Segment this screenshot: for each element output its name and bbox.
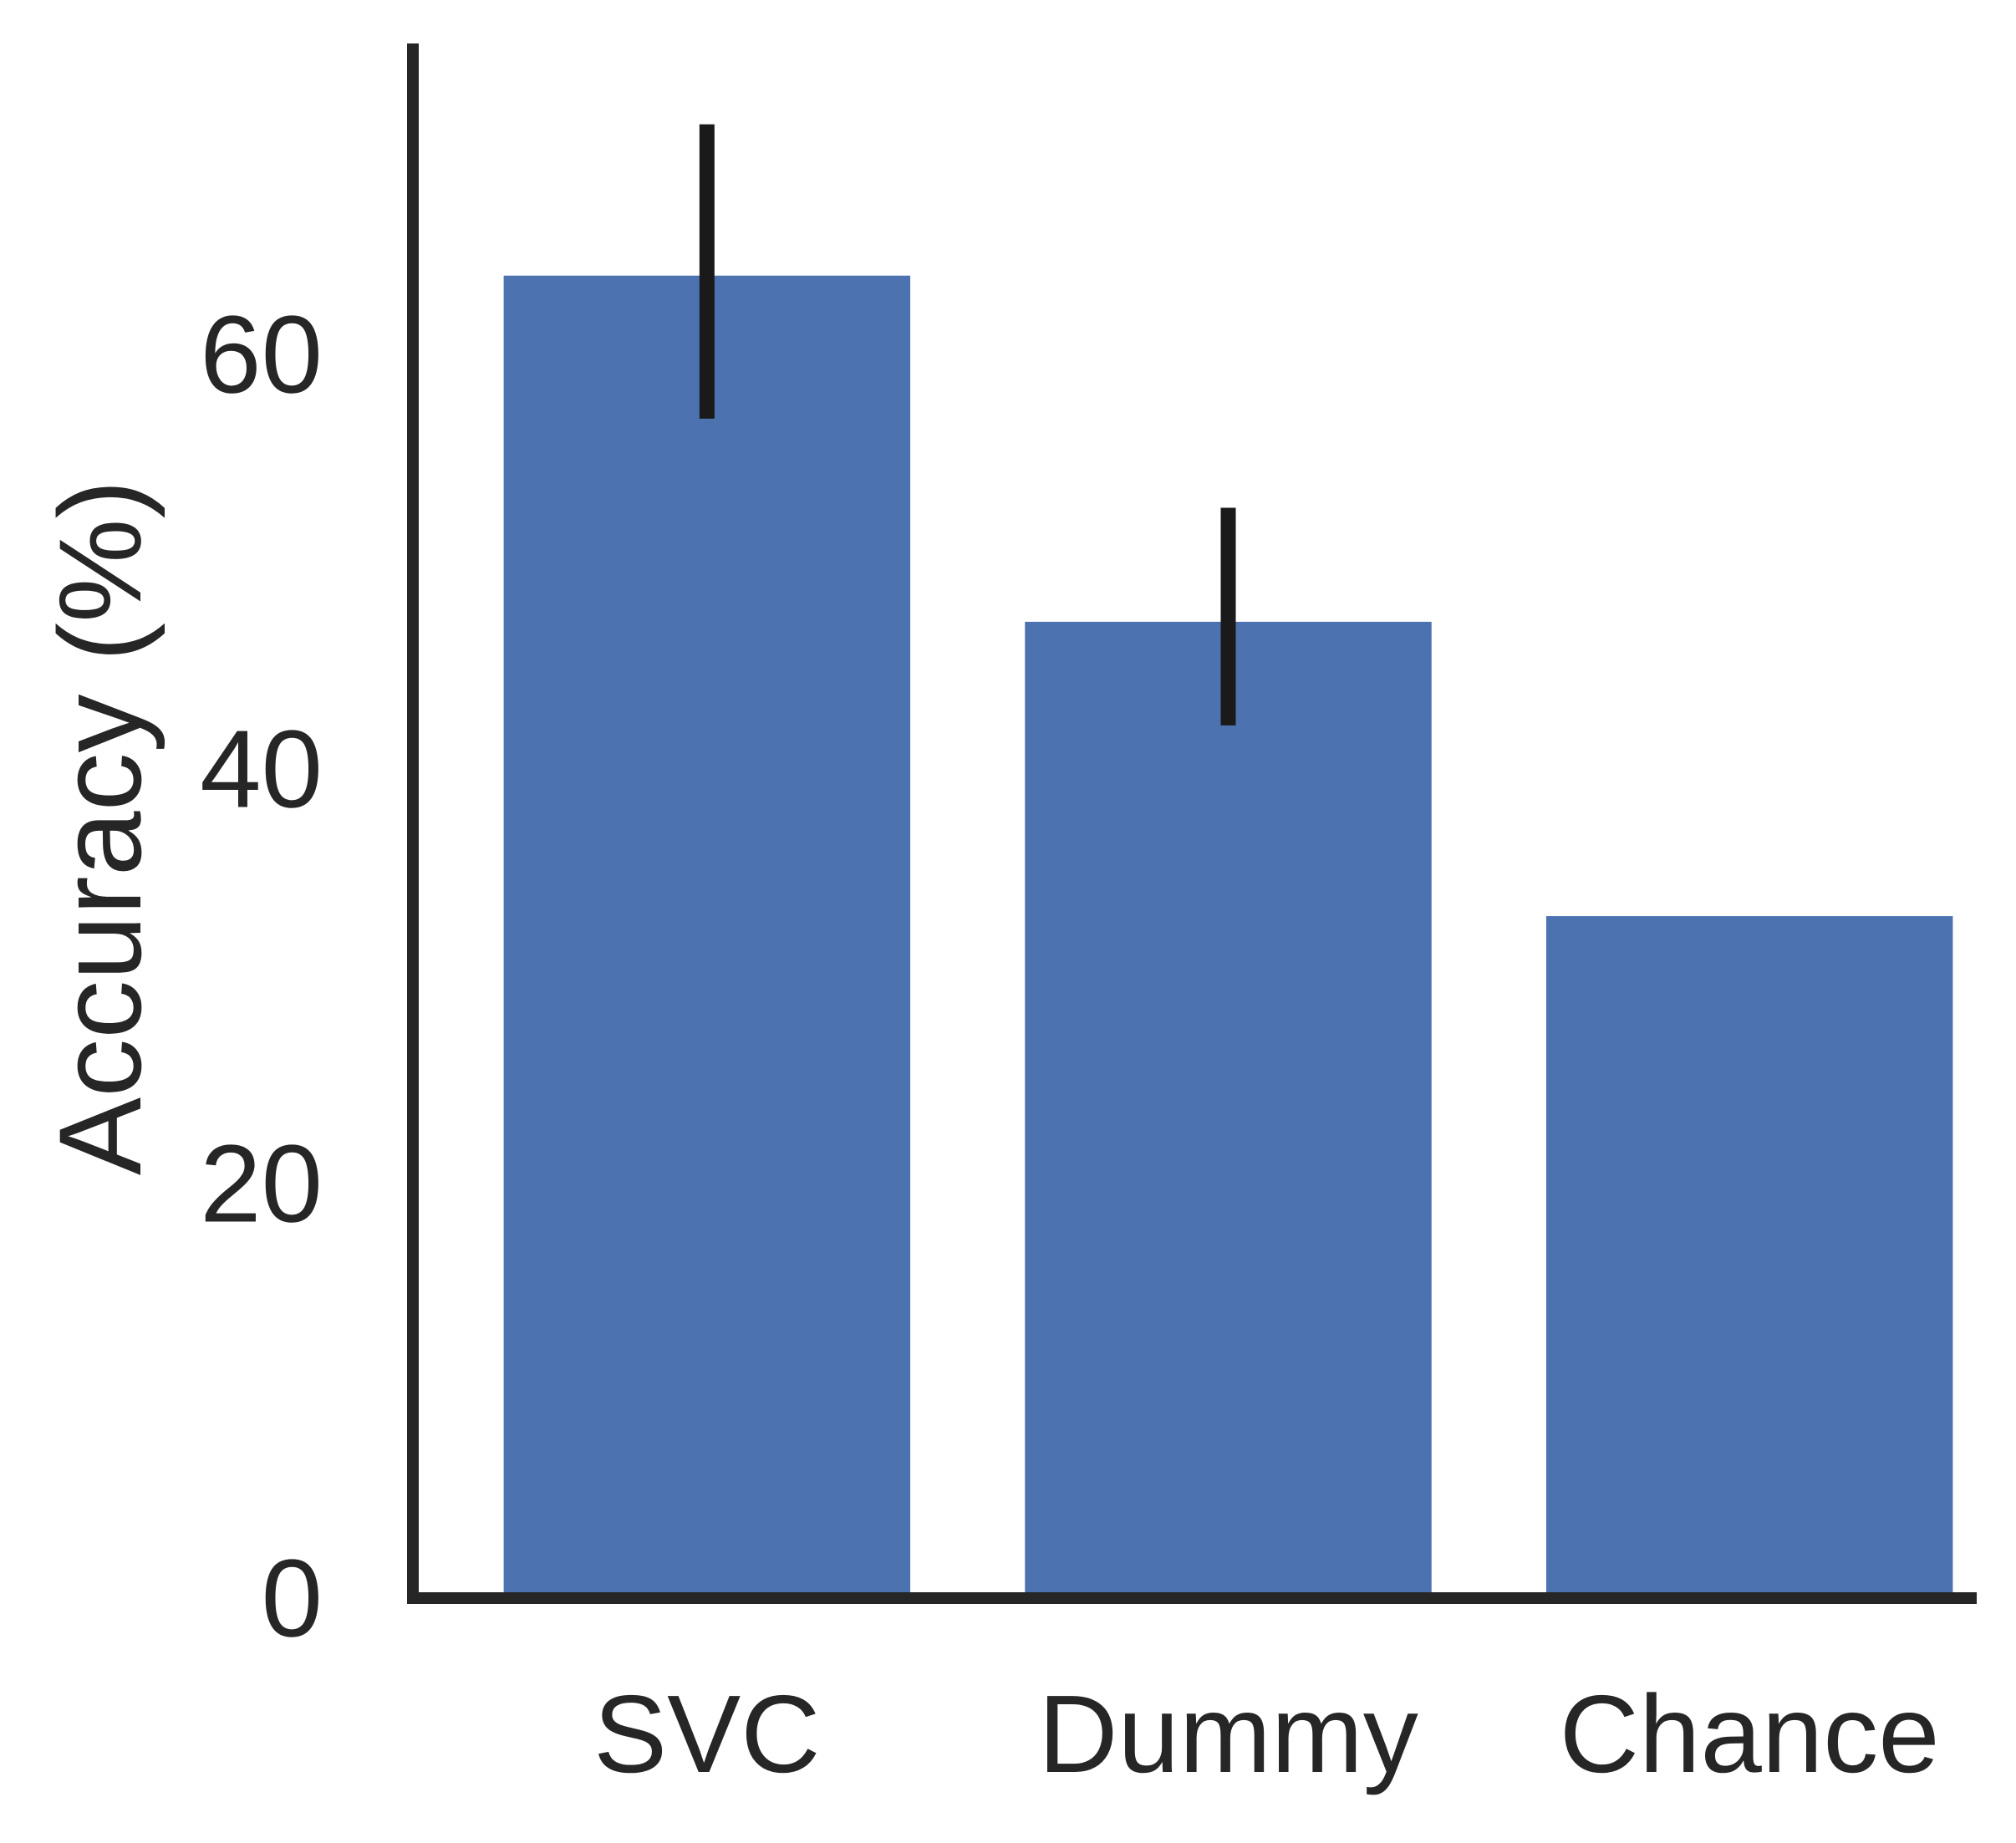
bar-dummy	[1025, 621, 1432, 1599]
y-tick-label-60: 60	[200, 293, 323, 416]
y-tick-labels: 0 20 40 60	[200, 293, 323, 1660]
x-tick-label-svc: SVC	[593, 1672, 820, 1795]
axes-layer	[407, 43, 1977, 1604]
y-tick-label-40: 40	[200, 708, 323, 831]
bars-layer	[503, 275, 1953, 1599]
y-tick-label-20: 20	[200, 1123, 323, 1245]
x-tick-labels: SVC Dummy Chance	[593, 1672, 1940, 1795]
error-bars-layer	[699, 124, 1236, 725]
x-tick-label-dummy: Dummy	[1038, 1672, 1418, 1795]
y-tick-label-0: 0	[262, 1537, 323, 1660]
bar-chance	[1545, 916, 1953, 1598]
y-axis-label: Accuracy (%)	[34, 480, 165, 1175]
x-tick-label-chance: Chance	[1560, 1672, 1940, 1795]
bar-svc	[503, 275, 911, 1598]
